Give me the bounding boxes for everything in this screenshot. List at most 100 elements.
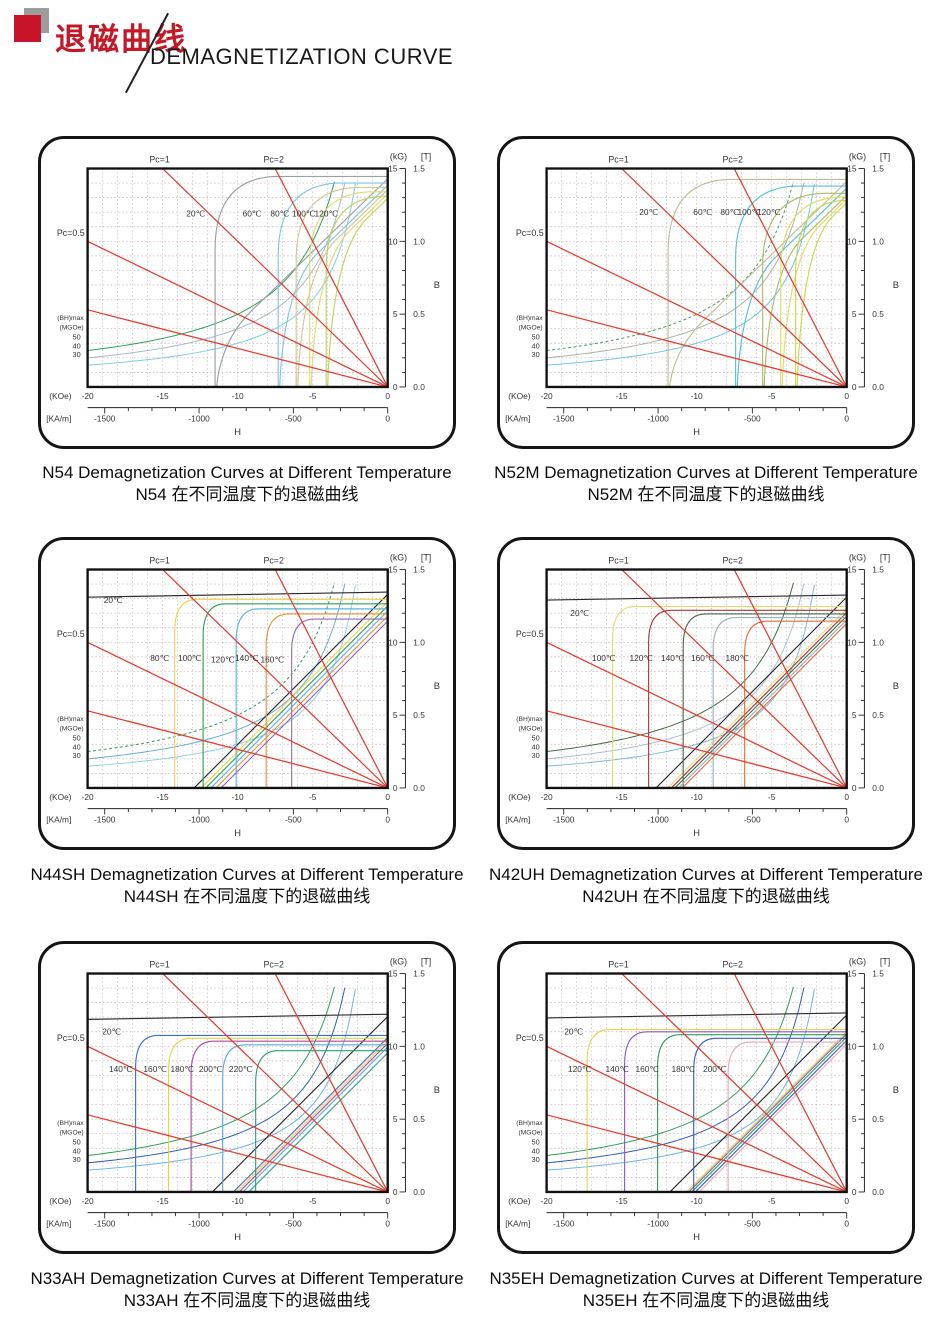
grid [546,569,847,788]
curves [546,582,847,788]
temp-label-80℃: 80℃ [720,207,739,217]
koe-tick: -10 [691,792,703,802]
header-red-square-icon [14,15,41,42]
pc1-label: Pc=1 [608,155,628,165]
kg-unit-label: (kG) [390,553,407,563]
intrinsic-curve-140℃ [265,613,388,788]
h-axis: (KOe) -20 -15 -10 -5 0 [KA/m] -1500 -1000 -500 0 H [505,391,849,437]
bhmax-label: (BH)max [57,1120,84,1127]
load-lines [87,973,389,1193]
kam-unit-label: [KA/m] [505,814,530,824]
page-title-en: DEMAGNETIZATION CURVE [150,44,454,69]
kg-tick: 5 [852,1114,857,1124]
bhmax-value: 30 [532,751,540,760]
normal-curve-20℃ [216,178,388,387]
normal-curve-20℃ [211,1016,388,1192]
plot-border [86,167,389,389]
h-axis-title: H [693,427,700,437]
kg-tick: 5 [852,309,857,319]
kg-tick: 10 [847,236,857,246]
mgoe-label: (MGOe) [60,725,84,732]
t-tick: 0.0 [413,1187,425,1197]
chart-card-n52m: 20℃ 60℃ 80℃ 100℃ 120℃ Pc=1 Pc=2 Pc=0.5 (kG) [T] 15… [497,136,915,449]
caption-zh: N54 在不同温度下的退磁曲线 [135,485,359,505]
pc-load-line [87,240,388,388]
temp-label-100℃: 100℃ [738,207,761,217]
kam-tick: -1000 [188,814,210,824]
caption-zh: N44SH 在不同温度下的退磁曲线 [123,887,371,907]
intrinsic-curve-160℃ [657,1034,847,1192]
bhmax-value: 50 [73,1138,81,1147]
t-unit-label: [T] [421,152,431,162]
temp-label-200℃: 200℃ [199,1064,222,1074]
load-lines [87,168,389,388]
caption-en: N35EH Demagnetization Curves at Differen… [489,1269,923,1288]
t-unit-label: [T] [880,957,890,967]
kg-tick: 10 [388,236,398,246]
t-tick: 1.5 [872,968,884,978]
koe-tick: -15 [157,1196,169,1206]
t-tick: 0.5 [872,309,884,319]
t-tick: 1.0 [872,1041,884,1051]
bhmax-hyperbola-30 [87,988,356,1171]
curves [87,175,388,387]
chart-card-n33ah: 20℃ 140℃ 160℃ 180℃ 200℃ 220℃ Pc=1 Pc=2 Pc=0.5 (kG… [38,941,456,1254]
pc-load-line [621,168,848,388]
temp-label-120℃: 120℃ [757,207,780,217]
pc-load-line [274,973,389,1193]
kam-unit-label: [KA/m] [46,413,71,423]
pc-load-line [733,168,848,388]
plot-border [545,568,848,790]
normal-curve-160℃ [235,1040,388,1192]
kg-tick: 0 [852,1187,857,1197]
pc-load-line [87,1114,388,1193]
b-axis-title: B [434,1085,440,1095]
pc05-label: Pc=0.5 [516,1033,544,1043]
koe-tick: -5 [768,1196,776,1206]
pc-load-line [733,569,848,789]
kg-tick: 10 [388,1041,398,1051]
kg-tick: 15 [847,564,857,574]
intrinsic-curve-80℃ [174,598,388,788]
t-tick: 1.5 [413,564,425,574]
koe-tick: 0 [844,792,849,802]
pc-load-line [162,168,389,388]
bhmax-value: 30 [73,751,81,760]
demag-chart-n35eh: 20℃ 120℃ 140℃ 160℃ 180℃ 200℃ Pc=1 Pc=2 Pc=0.5 (kG… [505,957,899,1243]
intrinsic-curve-120℃ [325,195,388,387]
intrinsic-curve-220℃ [255,1050,388,1192]
koe-unit-label: (KOe) [508,792,531,802]
bhmax-hyperbola-30 [87,584,356,767]
plot-border [86,972,389,1194]
b-axis: (kG) [T] 15 1.5 10 1.0 5 0.5 0 0.0 B [388,152,440,392]
caption-en: N42UH Demagnetization Curves at Differen… [488,865,924,884]
kam-unit-label: [KA/m] [46,1218,71,1228]
bhmax-hyperbola-50 [87,181,335,352]
koe-tick: 0 [385,391,390,401]
kam-tick: 0 [844,1218,849,1228]
chart-card-n35eh: 20℃ 120℃ 140℃ 160℃ 180℃ 200℃ Pc=1 Pc=2 Pc=0.5 (kG… [497,941,915,1254]
kg-tick: 10 [388,637,398,647]
normal-curve-140℃ [688,1033,847,1192]
kg-tick: 15 [388,163,398,173]
normal-curve-180℃ [694,1040,847,1192]
temp-label-20℃: 20℃ [564,1027,583,1037]
normal-curve-140℃ [233,1037,388,1192]
kg-tick: 15 [847,163,857,173]
kam-tick: -1000 [647,814,669,824]
pc-load-line [546,641,847,789]
b-axis: (kG) [T] 15 1.5 10 1.0 5 0.5 0 0.0 B [388,553,440,793]
kam-tick: -500 [744,814,761,824]
t-tick: 0.5 [413,1114,425,1124]
grid [87,569,388,788]
kam-tick: -1000 [188,413,210,423]
intrinsic-curve-120℃ [795,200,847,387]
normal-curve-160℃ [220,620,388,788]
bhmax-hyperbola-50 [87,582,335,753]
pc-load-line [87,641,388,789]
t-tick: 0.0 [413,783,425,793]
kg-unit-label: (kG) [390,957,407,967]
kam-tick: -1500 [553,814,575,824]
